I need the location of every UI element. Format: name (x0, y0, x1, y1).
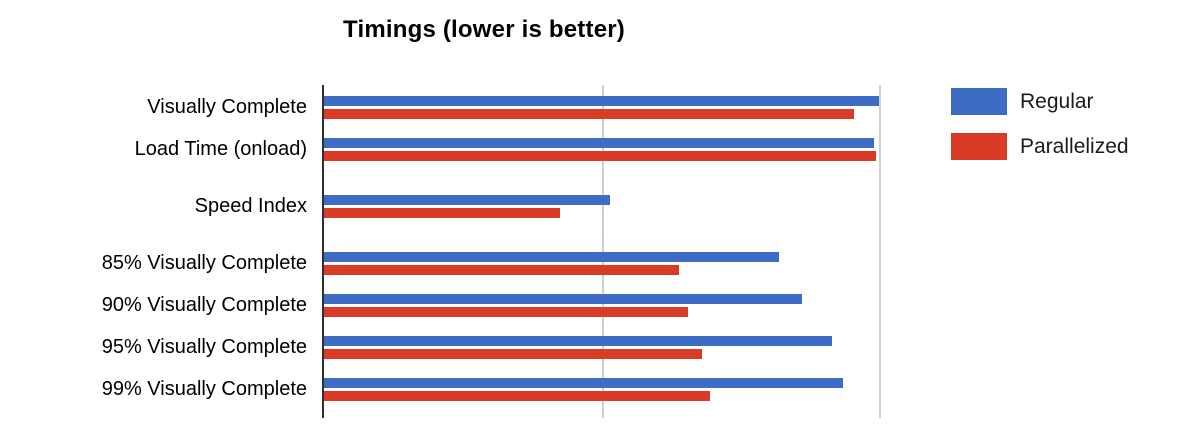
legend-label: Regular (1020, 89, 1094, 113)
category-label: 95% Visually Complete (101, 336, 307, 358)
legend-label: Parallelized (1020, 134, 1129, 158)
category-label: Load Time (onload) (134, 138, 307, 160)
category-label: Visually Complete (147, 96, 307, 118)
bar-parallelized (324, 265, 680, 275)
bar-regular (324, 252, 780, 262)
category-label: 90% Visually Complete (101, 294, 307, 316)
bar-regular (324, 336, 833, 346)
legend-item-regular: Regular (951, 88, 1094, 115)
legend-swatch-regular (951, 88, 1007, 115)
bar-regular (324, 195, 610, 205)
legend-swatch-parallelized (951, 133, 1007, 160)
bar-parallelized (324, 349, 702, 359)
bar-parallelized (324, 151, 877, 161)
bar-regular (324, 96, 880, 106)
gridline (601, 85, 604, 418)
category-label: 85% Visually Complete (101, 252, 307, 274)
bar-regular (324, 378, 844, 388)
category-label: 99% Visually Complete (101, 378, 307, 400)
category-label: Speed Index (194, 195, 307, 217)
bar-regular (324, 294, 802, 304)
plot-area (322, 85, 907, 418)
bar-parallelized (324, 391, 710, 401)
gridline (879, 85, 882, 418)
legend-item-parallelized: Parallelized (951, 133, 1129, 160)
chart-title: Timings (lower is better) (343, 16, 625, 43)
bar-parallelized (324, 307, 688, 317)
bar-parallelized (324, 208, 560, 218)
bar-regular (324, 138, 874, 148)
bar-parallelized (324, 109, 855, 119)
